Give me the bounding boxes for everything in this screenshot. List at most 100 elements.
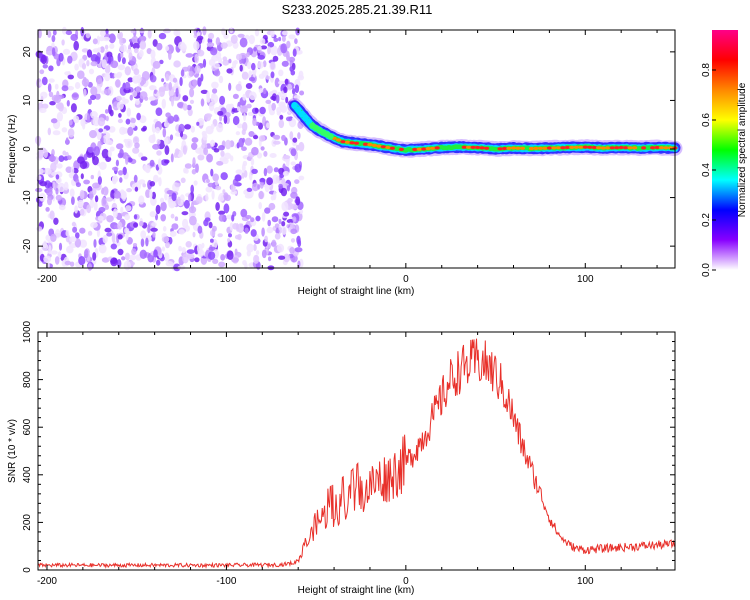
noise-blob bbox=[235, 169, 243, 174]
noise-blob bbox=[272, 174, 280, 184]
noise-blob bbox=[78, 256, 86, 266]
noise-blob bbox=[261, 249, 267, 259]
noise-blob bbox=[189, 99, 195, 104]
noise-blob bbox=[174, 216, 179, 221]
noise-blob bbox=[71, 92, 80, 101]
ridge-peak bbox=[416, 147, 422, 151]
ridge-peak bbox=[546, 146, 553, 150]
noise-blob bbox=[267, 46, 271, 55]
noise-blob bbox=[173, 263, 181, 272]
noise-blob bbox=[218, 214, 225, 222]
noise-blob bbox=[228, 82, 232, 91]
noise-blob bbox=[258, 88, 264, 94]
noise-blob bbox=[38, 249, 43, 255]
noise-blob bbox=[180, 69, 185, 77]
noise-blob bbox=[127, 77, 134, 83]
noise-blob bbox=[268, 256, 272, 262]
noise-blob bbox=[121, 57, 126, 65]
noise-blob bbox=[226, 250, 234, 260]
noise-blob bbox=[297, 121, 304, 129]
noise-blob bbox=[134, 142, 140, 149]
noise-blob bbox=[73, 40, 79, 51]
noise-blob bbox=[43, 255, 52, 263]
noise-blob bbox=[210, 47, 218, 56]
noise-blob bbox=[280, 43, 288, 54]
noise-blob bbox=[218, 261, 226, 268]
noise-blob bbox=[92, 155, 99, 166]
noise-blob bbox=[90, 54, 99, 63]
noise-blob bbox=[125, 252, 130, 261]
noise-blob bbox=[138, 35, 147, 43]
noise-blob bbox=[140, 238, 145, 248]
noise-blob bbox=[264, 235, 268, 243]
noise-blob bbox=[188, 193, 192, 202]
noise-blob bbox=[196, 243, 203, 254]
noise-blob bbox=[151, 191, 156, 200]
noise-blob bbox=[140, 156, 148, 161]
noise-blob bbox=[216, 160, 224, 166]
noise-blob bbox=[101, 59, 108, 69]
y-tick-label: -20 bbox=[22, 238, 33, 253]
noise-blob bbox=[94, 93, 101, 100]
noise-blob bbox=[142, 125, 147, 131]
noise-blob bbox=[219, 114, 223, 122]
noise-blob bbox=[161, 78, 165, 83]
noise-blob bbox=[254, 28, 260, 37]
noise-blob bbox=[248, 77, 256, 82]
noise-blob bbox=[109, 146, 115, 152]
noise-blob bbox=[215, 37, 221, 46]
noise-blob bbox=[240, 208, 248, 218]
noise-blob bbox=[39, 69, 45, 75]
noise-blob bbox=[255, 215, 261, 222]
noise-blob bbox=[96, 132, 102, 141]
ridge-peak bbox=[627, 146, 633, 150]
noise-blob bbox=[146, 48, 152, 55]
noise-blob bbox=[299, 90, 305, 96]
ridge-peak bbox=[587, 145, 593, 149]
noise-blob bbox=[287, 83, 292, 91]
noise-blob bbox=[123, 260, 131, 271]
noise-blob bbox=[271, 93, 277, 102]
noise-blob bbox=[271, 102, 276, 111]
noise-blob bbox=[235, 131, 241, 136]
noise-blob bbox=[118, 170, 124, 176]
noise-blob bbox=[274, 77, 280, 88]
noise-blob bbox=[153, 249, 158, 258]
noise-blob bbox=[50, 233, 57, 242]
noise-blob bbox=[179, 76, 183, 87]
noise-blob bbox=[208, 251, 216, 260]
noise-blob bbox=[108, 55, 112, 65]
noise-blob bbox=[217, 194, 225, 202]
x-tick-label: 100 bbox=[577, 274, 594, 285]
noise-blob bbox=[72, 226, 78, 233]
noise-blob bbox=[187, 253, 195, 260]
noise-blob bbox=[216, 123, 224, 133]
noise-blob bbox=[221, 27, 226, 36]
noise-blob bbox=[234, 174, 242, 182]
noise-blob bbox=[229, 222, 234, 231]
noise-blob bbox=[227, 238, 231, 243]
noise-blob bbox=[278, 80, 285, 85]
noise-blob bbox=[257, 54, 266, 60]
ridge-peak bbox=[479, 146, 485, 150]
noise-blob bbox=[90, 94, 96, 101]
noise-blob bbox=[294, 84, 300, 93]
noise-blob bbox=[270, 71, 275, 79]
noise-blob bbox=[77, 156, 85, 164]
noise-blob bbox=[191, 142, 198, 150]
x-tick-label: 100 bbox=[577, 576, 594, 587]
noise-blob bbox=[211, 93, 216, 99]
noise-blob bbox=[161, 98, 166, 109]
noise-blob bbox=[293, 95, 301, 100]
noise-blob bbox=[126, 107, 131, 117]
noise-blob bbox=[241, 172, 245, 179]
noise-blob bbox=[83, 179, 90, 185]
noise-blob bbox=[57, 182, 66, 193]
noise-blob bbox=[104, 65, 111, 74]
noise-blob bbox=[281, 226, 287, 235]
noise-blob bbox=[290, 161, 296, 166]
noise-blob bbox=[41, 243, 49, 252]
noise-blob bbox=[195, 147, 203, 154]
noise-blob bbox=[50, 250, 58, 255]
